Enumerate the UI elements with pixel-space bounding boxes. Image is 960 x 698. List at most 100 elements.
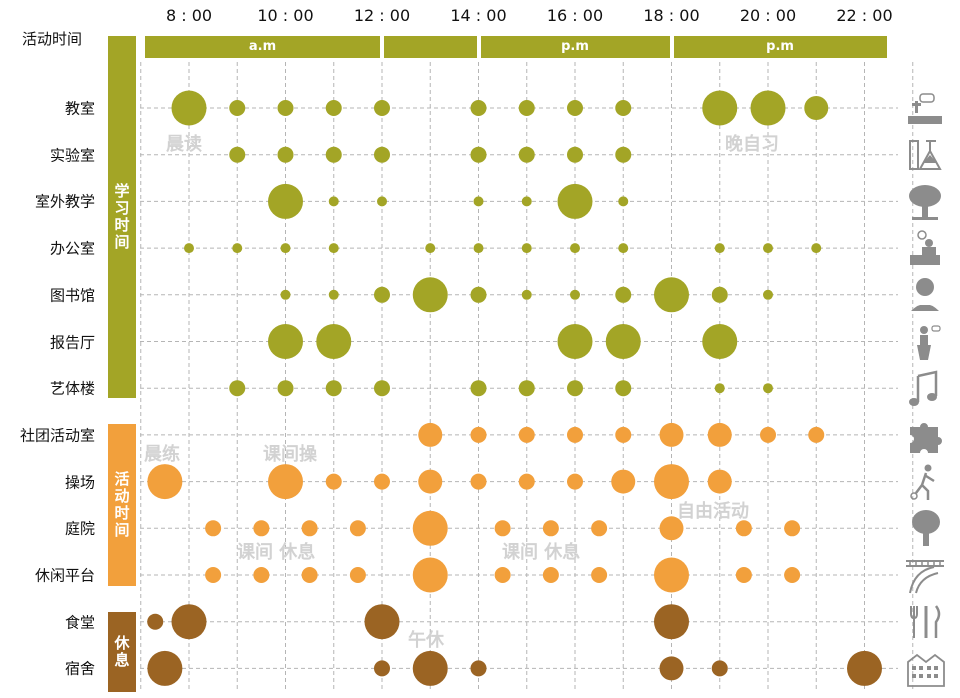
data-point	[521, 243, 532, 254]
data-point	[494, 520, 511, 537]
data-point	[325, 146, 342, 163]
data-point	[618, 196, 629, 207]
annotation-label: 晚自习	[725, 134, 779, 155]
row-label: 宿舍	[64, 659, 95, 678]
data-point	[521, 289, 532, 300]
data-point	[328, 289, 339, 300]
data-point	[316, 324, 352, 359]
data-point	[470, 286, 487, 303]
data-point	[521, 196, 532, 207]
data-point	[711, 660, 728, 677]
data-point	[374, 100, 390, 116]
data-point	[763, 243, 773, 254]
row-label: 室外教学	[34, 192, 95, 211]
period-segment: p.m	[673, 36, 887, 58]
data-point	[494, 567, 511, 583]
hour-tick-label: 20 : 00	[739, 6, 797, 25]
data-point	[847, 650, 882, 686]
data-point	[470, 473, 487, 490]
row-label: 办公室	[49, 239, 95, 258]
row-label: 操场	[64, 473, 95, 492]
data-point	[735, 520, 752, 537]
data-point	[253, 520, 270, 537]
data-point	[205, 520, 222, 537]
data-point	[714, 243, 725, 254]
data-point	[277, 146, 294, 163]
data-point	[418, 422, 443, 447]
data-point	[570, 289, 580, 300]
data-point	[570, 243, 580, 254]
data-point	[147, 650, 183, 686]
data-point	[280, 243, 291, 254]
annotation-label: 自由活动	[677, 501, 749, 522]
data-point	[328, 196, 339, 207]
data-point	[374, 473, 390, 490]
data-point	[377, 196, 387, 207]
courtyard-tree-icon	[902, 508, 948, 548]
data-point	[470, 426, 487, 443]
data-point	[763, 289, 773, 300]
data-point	[253, 567, 270, 583]
data-point	[147, 464, 183, 500]
data-point	[804, 96, 829, 120]
group-band-label: 活动时间	[112, 471, 131, 539]
data-point	[659, 516, 684, 541]
data-point	[268, 464, 303, 500]
data-point	[412, 557, 448, 593]
data-point	[232, 243, 243, 254]
running-person-icon	[902, 462, 948, 502]
data-point	[470, 100, 487, 116]
data-point	[615, 380, 632, 397]
cutlery-icon	[902, 602, 948, 642]
data-point	[325, 473, 342, 490]
group-band-label: 学习时间	[112, 183, 131, 251]
data-point	[349, 567, 366, 583]
data-point	[328, 243, 339, 254]
data-point	[654, 557, 689, 593]
data-point	[567, 473, 583, 490]
data-point	[707, 469, 732, 494]
data-point	[711, 286, 728, 303]
period-segment: p.m	[480, 36, 670, 58]
data-point	[654, 277, 689, 313]
data-point	[702, 324, 738, 359]
data-point	[518, 380, 535, 397]
data-point	[654, 464, 689, 500]
data-point	[277, 100, 294, 116]
data-point	[760, 426, 776, 443]
row-label: 庭院	[64, 519, 95, 538]
laboratory-flask-icon	[902, 135, 948, 175]
data-point	[374, 380, 390, 397]
data-point	[374, 286, 390, 303]
data-point	[473, 196, 484, 207]
puzzle-icon	[902, 415, 948, 455]
data-point	[542, 520, 559, 537]
data-point	[750, 90, 786, 126]
data-point	[470, 660, 487, 677]
data-point	[171, 604, 207, 640]
data-point	[412, 650, 448, 686]
data-point	[618, 243, 629, 254]
data-point	[518, 426, 535, 443]
data-point	[184, 243, 194, 254]
classroom-icon	[902, 88, 948, 128]
data-point	[659, 422, 684, 447]
data-point	[784, 567, 801, 583]
data-point	[735, 567, 752, 583]
data-point	[518, 146, 535, 163]
lecture-podium-icon	[902, 322, 948, 362]
data-point	[591, 520, 608, 537]
data-point	[147, 613, 164, 630]
data-point	[615, 100, 632, 116]
annotation-label: 课间 休息	[237, 542, 316, 563]
data-point	[615, 426, 632, 443]
data-point	[808, 426, 825, 443]
data-point	[702, 90, 738, 126]
office-desk-icon	[902, 228, 948, 268]
hour-tick-label: 22 : 00	[836, 6, 893, 25]
row-label: 报告厅	[49, 333, 95, 351]
data-point	[374, 146, 390, 163]
data-point	[567, 380, 583, 397]
row-label: 社团活动室	[19, 426, 95, 445]
data-point	[412, 510, 448, 546]
